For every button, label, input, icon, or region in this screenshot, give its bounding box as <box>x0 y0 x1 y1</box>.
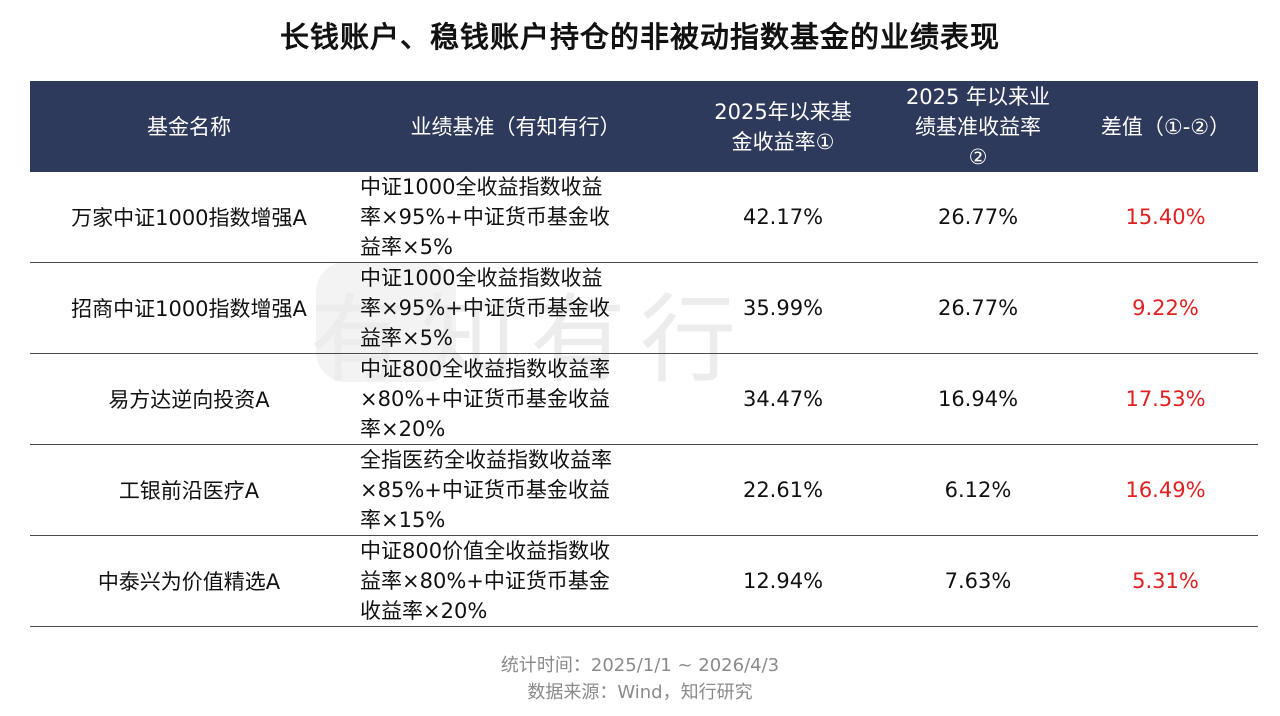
performance-table: 基金名称 业绩基准（有知有行） 2025年以来基 金收益率① 2025 年以来业绩… <box>30 81 1258 627</box>
header-fund-name: 基金名称 <box>30 81 348 172</box>
fund-name-cell: 工银前沿医疗A <box>118 479 260 503</box>
header-fund-return: 2025年以来基 金收益率① <box>683 81 883 172</box>
difference-cell: 5.31% <box>1132 569 1199 593</box>
watermark-logo-icon <box>316 262 456 382</box>
difference-cell: 17.53% <box>1125 387 1206 411</box>
header-benchmark-return: 2025 年以来业 绩基准收益率 ② <box>883 81 1073 172</box>
benchmark-text: 中证1000全收益指数收益 率×95%+中证货币基金收 益率×5% <box>360 266 610 350</box>
benchmark-text: 中证1000全收益指数收益 率×95%+中证货币基金收 益率×5% <box>360 175 610 259</box>
fund-name-cell: 招商中证1000指数增强A <box>71 297 307 321</box>
benchmark-return-cell: 26.77% <box>937 205 1019 229</box>
benchmark-text: 全指医药全收益指数收益率 ×85%+中证货币基金收益 率×15% <box>360 448 612 532</box>
header-benchmark-return-label: 2025 年以来业 绩基准收益率 ② <box>905 84 1051 169</box>
benchmark-cell: 中证1000全收益指数收益 率×95%+中证货币基金收 益率×5% <box>348 172 683 262</box>
fund-return-cell: 22.61% <box>742 478 824 502</box>
data-source: 数据来源：Wind，知行研究 <box>527 682 753 703</box>
table-header-row: 基金名称 业绩基准（有知有行） 2025年以来基 金收益率① 2025 年以来业绩… <box>30 81 1258 172</box>
page-title: 长钱账户、稳钱账户持仓的非被动指数基金的业绩表现 <box>279 20 1000 54</box>
fund-return-cell: 34.47% <box>742 387 824 411</box>
benchmark-return-cell: 16.94% <box>937 387 1019 411</box>
benchmark-return-cell: 6.12% <box>944 478 1012 502</box>
header-difference: 差值（①-②） <box>1073 81 1258 172</box>
fund-return-cell: 42.17% <box>742 205 824 229</box>
header-benchmark-label: 业绩基准（有知有行） <box>410 114 621 139</box>
benchmark-return-cell: 26.77% <box>937 296 1019 320</box>
benchmark-return-cell: 7.63% <box>944 569 1012 593</box>
benchmark-cell: 中证1000全收益指数收益 率×95%+中证货币基金收 益率×5% <box>348 263 683 353</box>
header-fund-return-label: 2025年以来基 金收益率① <box>714 99 852 154</box>
table-row: 招商中证1000指数增强A 中证1000全收益指数收益 率×95%+中证货币基金收… <box>30 263 1258 354</box>
header-fund-name-label: 基金名称 <box>147 114 231 139</box>
difference-cell: 9.22% <box>1132 296 1199 320</box>
fund-return-cell: 12.94% <box>742 569 824 593</box>
header-benchmark: 业绩基准（有知有行） <box>348 81 683 172</box>
table-row: 易方达逆向投资A 中证800全收益指数收益率 ×80%+中证货币基金收益 率×20%… <box>30 354 1258 445</box>
difference-cell: 15.40% <box>1125 205 1206 229</box>
difference-cell: 16.49% <box>1125 478 1206 502</box>
benchmark-text: 中证800价值全收益指数收 益率×80%+中证货币基金 收益率×20% <box>360 539 611 623</box>
statistics-period: 统计时间：2025/1/1 ~ 2026/4/3 <box>500 655 780 676</box>
fund-name-cell: 易方达逆向投资A <box>108 388 270 412</box>
fund-name-cell: 万家中证1000指数增强A <box>71 206 307 230</box>
benchmark-cell: 中证800全收益指数收益率 ×80%+中证货币基金收益 率×20% <box>348 354 683 444</box>
table-row: 万家中证1000指数增强A 中证1000全收益指数收益 率×95%+中证货币基金收… <box>30 172 1258 263</box>
fund-name-cell: 中泰兴为价值精选A <box>97 570 281 594</box>
fund-return-cell: 35.99% <box>742 296 824 320</box>
header-difference-label: 差值（①-②） <box>1100 114 1231 139</box>
table-row: 工银前沿医疗A 全指医药全收益指数收益率 ×85%+中证货币基金收益 率×15% 2… <box>30 445 1258 536</box>
benchmark-cell: 中证800价值全收益指数收 益率×80%+中证货币基金 收益率×20% <box>348 536 683 626</box>
benchmark-text: 中证800全收益指数收益率 ×80%+中证货币基金收益 率×20% <box>360 357 611 441</box>
benchmark-cell: 全指医药全收益指数收益率 ×85%+中证货币基金收益 率×15% <box>348 445 683 535</box>
table-row: 中泰兴为价值精选A 中证800价值全收益指数收 益率×80%+中证货币基金 收益率×… <box>30 536 1258 627</box>
